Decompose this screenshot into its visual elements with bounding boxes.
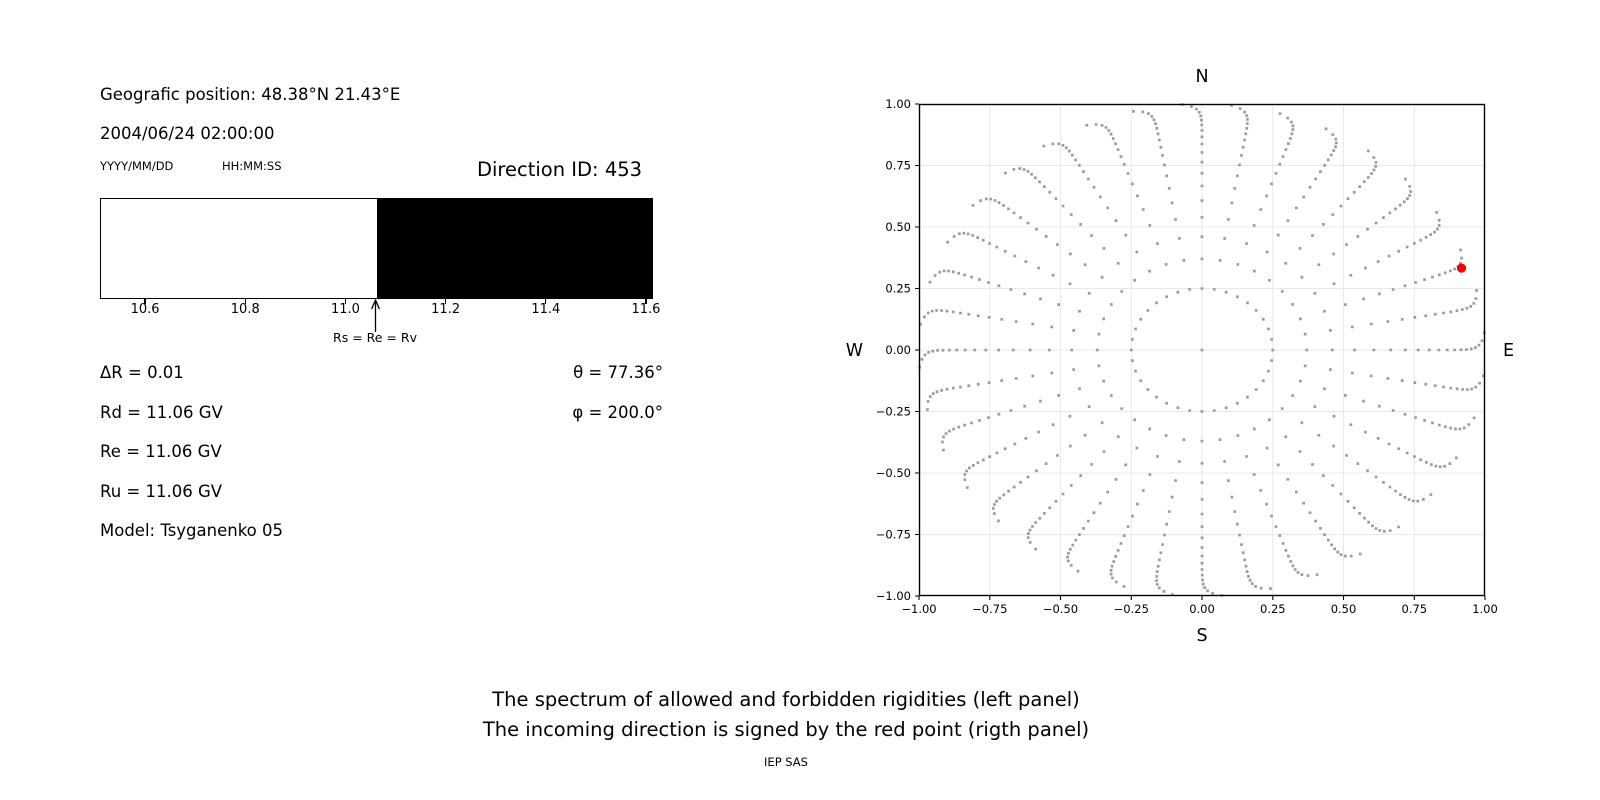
ru-value: Ru = 11.06 GV	[100, 481, 223, 501]
x-tick-label: 0.00	[1189, 602, 1215, 616]
direction-id-text: Direction ID: 453	[477, 158, 643, 181]
x-tick-label: 0.75	[1401, 602, 1427, 616]
caption-line-1: The spectrum of allowed and forbidden ri…	[492, 688, 1080, 711]
boundary-arrow-icon	[371, 299, 380, 332]
spectrum-region-forbidden	[376, 199, 652, 298]
x-tick-label: 0.25	[1260, 602, 1286, 616]
caption-line-2: The incoming direction is signed by the …	[482, 718, 1090, 741]
y-tick-label: 0.75	[885, 159, 911, 173]
datetime-text: 2004/06/24 02:00:00	[100, 124, 275, 143]
credit-text: IEP SAS	[764, 755, 808, 769]
spectrum-tick-mark	[645, 299, 647, 304]
spectrum-tick-mark	[545, 299, 547, 304]
theta-value: θ = 77.36°	[573, 363, 663, 382]
boundary-arrow-label: Rs = Re = Rv	[333, 330, 417, 345]
spectrum-tick-label: 10.8	[230, 302, 260, 317]
x-tick-label: −0.50	[1043, 602, 1078, 616]
y-tick-label: 0.25	[885, 282, 911, 296]
re-value: Re = 11.06 GV	[100, 442, 222, 461]
rd-value: Rd = 11.06 GV	[100, 402, 223, 422]
x-tick-label: −0.25	[1114, 602, 1149, 616]
spectrum-tick-label: 11.0	[330, 302, 360, 317]
geographic-position-text: Geografic position: 48.38°N 21.43°E	[100, 85, 401, 104]
date-format-hint: YYYY/MM/DD	[100, 159, 174, 173]
spectrum-tick-mark	[445, 299, 447, 304]
compass-label-east: E	[1503, 341, 1514, 361]
y-tick-label: 0.50	[885, 220, 911, 234]
spectrum-tick-label: 10.6	[130, 302, 160, 317]
rigidity-spectrum-bar	[100, 198, 653, 299]
x-tick-label: 1.00	[1472, 602, 1498, 616]
axis-tick-marks	[915, 103, 1486, 600]
compass-label-north: N	[1195, 67, 1208, 87]
x-tick-label: −0.75	[972, 602, 1007, 616]
spectrum-tick-label: 11.6	[631, 302, 661, 317]
spectrum-tick-mark	[244, 299, 246, 304]
spectrum-tick-label: 11.2	[431, 302, 461, 317]
y-tick-label: 0.00	[885, 343, 911, 357]
model-name: Model: Tsyganenko 05	[100, 521, 284, 540]
spectrum-tick-mark	[144, 299, 146, 304]
y-tick-label: −1.00	[876, 589, 911, 603]
spectrum-region-allowed	[101, 199, 377, 298]
y-tick-label: 1.00	[885, 97, 911, 111]
spectrum-tick-label: 11.4	[531, 302, 561, 317]
y-tick-label: −0.75	[876, 528, 911, 542]
compass-label-west: W	[846, 341, 863, 361]
plot-border	[918, 103, 1486, 597]
x-tick-label: −1.00	[901, 602, 936, 616]
y-tick-label: −0.25	[876, 405, 911, 419]
x-tick-label: 0.50	[1331, 602, 1357, 616]
y-tick-label: −0.50	[876, 466, 911, 480]
spectrum-tick-mark	[344, 299, 347, 304]
compass-label-south: S	[1196, 626, 1207, 646]
direction-plot: −1.00 −0.75 −0.50 −0.25 0.00 0.25 0.50 0.75 1.00…	[846, 67, 1514, 646]
time-format-hint: HH:MM:SS	[222, 159, 282, 173]
incoming-direction-point	[1456, 263, 1467, 273]
delta-r-value: ΔR = 0.01	[100, 363, 184, 382]
phi-value: φ = 200.0°	[572, 402, 663, 422]
asymptotic-direction-dots	[918, 103, 1486, 597]
